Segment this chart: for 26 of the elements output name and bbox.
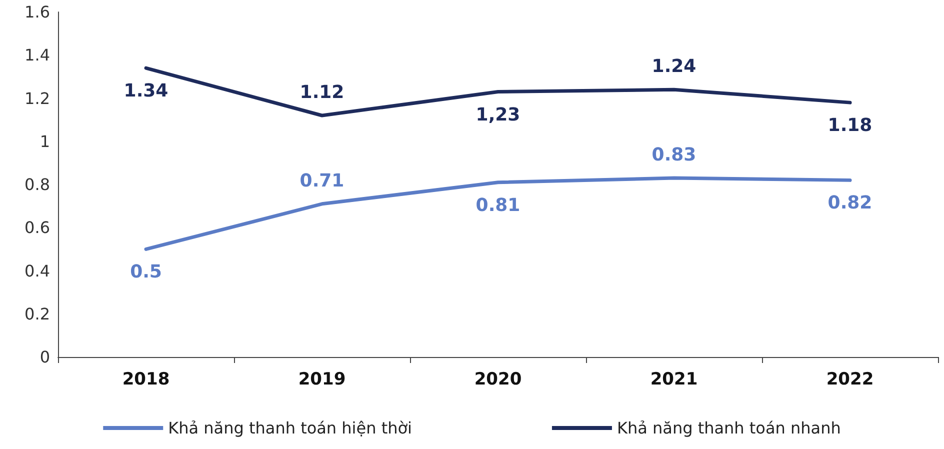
x-tick-label: 2020 — [474, 370, 522, 390]
x-tick-label: 2018 — [122, 370, 170, 390]
y-tick-label: 1.2 — [24, 88, 50, 108]
data-label: 1.18 — [828, 115, 872, 136]
y-tick-label: 1.4 — [24, 46, 50, 65]
data-label: 1.12 — [300, 82, 344, 103]
y-tick-label: 1.6 — [24, 2, 50, 22]
data-label: 1.24 — [652, 56, 696, 78]
data-label: 1,23 — [476, 104, 520, 126]
legend-label: Khả năng thanh toán nhanh — [616, 418, 841, 438]
y-tick-label: 0.8 — [24, 175, 50, 194]
legend-label: Khả năng thanh toán hiện thời — [168, 418, 412, 438]
x-tick-label: 2022 — [826, 370, 874, 390]
x-tick-label: 2019 — [298, 370, 346, 390]
data-label: 0.71 — [300, 170, 344, 192]
y-tick-label: 0.6 — [24, 218, 50, 238]
y-tick-label: 0 — [40, 348, 50, 366]
data-label: 0.81 — [476, 194, 520, 216]
y-tick-label: 1 — [40, 132, 50, 151]
x-tick-label: 2021 — [650, 370, 698, 390]
data-label: 0.83 — [652, 144, 696, 166]
data-label: 1.34 — [124, 80, 168, 102]
data-label: 0.82 — [828, 192, 872, 214]
y-tick-label: 0.2 — [24, 304, 50, 324]
data-label: 0.5 — [130, 262, 162, 283]
y-tick-label: 0.4 — [24, 261, 50, 280]
